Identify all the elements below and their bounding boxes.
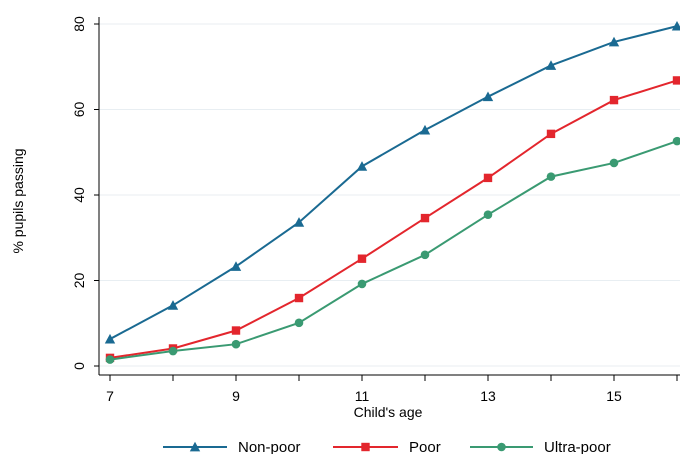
data-point-non-poor bbox=[356, 161, 368, 171]
legend-marker-ultra-poor bbox=[497, 442, 506, 452]
data-point-non-poor bbox=[419, 124, 431, 135]
y-tick-label: 80 bbox=[71, 16, 87, 32]
x-tick-label: 15 bbox=[606, 388, 622, 404]
data-point-poor bbox=[483, 173, 493, 183]
data-point-poor bbox=[546, 129, 556, 139]
legend-label-ultra-poor: Ultra-poor bbox=[544, 439, 611, 454]
data-point-ultra-poor bbox=[546, 172, 556, 181]
series bbox=[104, 20, 680, 364]
data-point-ultra-poor bbox=[357, 279, 367, 289]
data-point-ultra-poor bbox=[609, 158, 619, 168]
legend: Non-poor Poor Ultra-poor bbox=[163, 439, 611, 456]
series-line-poor bbox=[109, 79, 678, 359]
data-point-non-poor bbox=[671, 20, 680, 31]
data-point-non-poor bbox=[167, 300, 179, 310]
data-point-poor bbox=[294, 293, 304, 303]
legend-marker-non-poor bbox=[189, 441, 201, 452]
axes: % pupils passing Child's age bbox=[10, 17, 680, 420]
legend-label-non-poor: Non-poor bbox=[238, 439, 301, 454]
ticks: 0 20 40 60 80 7 9 11 13 15 bbox=[71, 16, 678, 404]
data-point-ultra-poor bbox=[231, 339, 241, 349]
data-point-poor bbox=[357, 254, 367, 263]
x-tick-label: 7 bbox=[106, 388, 114, 404]
y-tick-label: 0 bbox=[71, 362, 87, 370]
y-tick-label: 60 bbox=[71, 102, 87, 118]
data-point-non-poor bbox=[545, 60, 557, 70]
series-line-ultra-poor bbox=[109, 140, 678, 361]
data-point-ultra-poor bbox=[168, 346, 178, 356]
y-tick-label: 40 bbox=[71, 187, 87, 203]
series-line-non-poor bbox=[109, 25, 678, 340]
legend-marker-poor bbox=[361, 442, 370, 452]
data-point-ultra-poor bbox=[672, 136, 680, 146]
data-point-ultra-poor bbox=[483, 210, 493, 219]
data-point-poor bbox=[420, 213, 430, 223]
data-point-poor bbox=[672, 76, 680, 85]
data-point-non-poor bbox=[482, 91, 494, 102]
grid bbox=[99, 23, 680, 367]
data-point-non-poor bbox=[104, 333, 116, 344]
data-point-poor bbox=[609, 95, 619, 105]
data-point-ultra-poor bbox=[294, 318, 304, 328]
legend-label-poor: Poor bbox=[409, 439, 441, 454]
data-point-ultra-poor bbox=[420, 250, 430, 260]
data-point-ultra-poor bbox=[105, 355, 115, 364]
data-point-non-poor bbox=[230, 261, 242, 271]
y-tick-label: 20 bbox=[71, 273, 87, 289]
x-tick-label: 13 bbox=[480, 388, 496, 404]
y-axis-title: % pupils passing bbox=[10, 148, 26, 253]
x-tick-label: 9 bbox=[232, 388, 240, 404]
data-point-non-poor bbox=[293, 217, 305, 227]
x-axis-title: Child's age bbox=[354, 404, 423, 420]
data-point-non-poor bbox=[608, 36, 620, 47]
data-point-poor bbox=[231, 326, 241, 335]
x-tick-label: 11 bbox=[355, 388, 370, 404]
